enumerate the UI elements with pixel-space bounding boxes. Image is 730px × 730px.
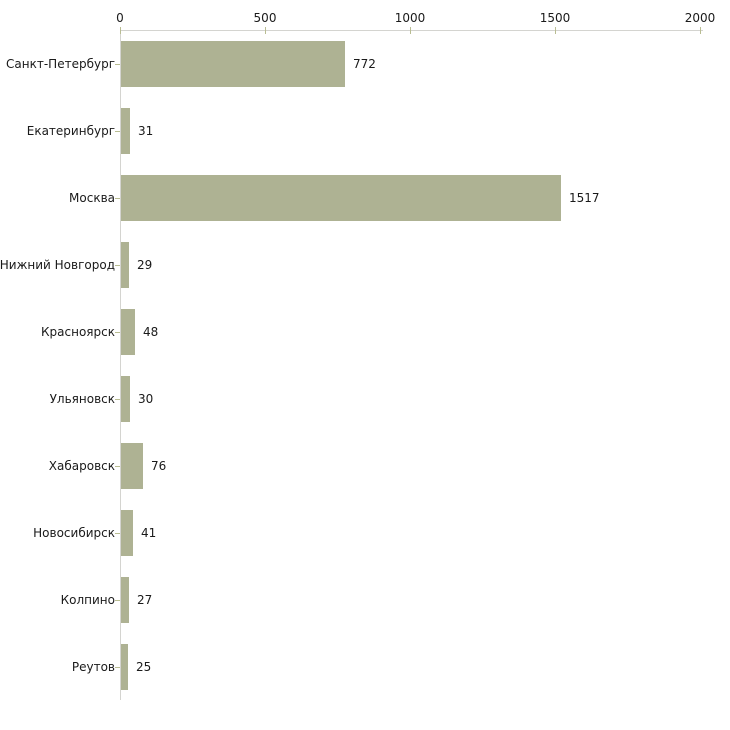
category-tick bbox=[115, 331, 120, 333]
bar bbox=[121, 174, 561, 221]
category-label: Хабаровск bbox=[48, 458, 115, 473]
bar bbox=[121, 107, 130, 154]
value-label: 25 bbox=[136, 659, 152, 674]
category-tick bbox=[115, 130, 120, 132]
x-axis-tick-label: 500 bbox=[253, 11, 277, 25]
bar bbox=[121, 643, 128, 690]
x-axis-tick-label: 1500 bbox=[539, 11, 571, 25]
category-label: Нижний Новгород bbox=[0, 257, 115, 272]
x-axis-tick-label: 2000 bbox=[684, 11, 716, 25]
category-label: Красноярск bbox=[41, 324, 115, 339]
bar bbox=[121, 241, 129, 288]
category-label: Реутов bbox=[71, 659, 115, 674]
value-label: 41 bbox=[141, 525, 157, 540]
category-tick bbox=[115, 264, 120, 266]
x-axis-tick bbox=[265, 27, 266, 34]
bar bbox=[121, 40, 345, 87]
category-label: Колпино bbox=[60, 592, 115, 607]
value-label: 30 bbox=[138, 391, 154, 406]
x-axis-tick-label: 0 bbox=[116, 11, 124, 25]
bar bbox=[121, 509, 133, 556]
value-label: 772 bbox=[353, 56, 376, 71]
category-tick bbox=[115, 666, 120, 668]
category-tick bbox=[115, 197, 120, 199]
category-label: Ульяновск bbox=[49, 391, 115, 406]
x-axis-tick bbox=[555, 27, 556, 34]
bar bbox=[121, 308, 135, 355]
x-axis-tick bbox=[700, 27, 701, 34]
value-label: 27 bbox=[137, 592, 153, 607]
value-label: 29 bbox=[137, 257, 153, 272]
bar bbox=[121, 442, 143, 489]
value-label: 31 bbox=[138, 123, 154, 138]
bar bbox=[121, 576, 129, 623]
category-label: Екатеринбург bbox=[26, 123, 115, 138]
category-label: Санкт-Петербург bbox=[6, 56, 115, 71]
category-tick bbox=[115, 465, 120, 467]
category-label: Москва bbox=[69, 190, 115, 205]
value-label: 1517 bbox=[569, 190, 600, 205]
x-axis-tick bbox=[120, 27, 121, 34]
y-axis-line bbox=[120, 30, 121, 700]
value-label: 48 bbox=[143, 324, 159, 339]
value-label: 76 bbox=[151, 458, 167, 473]
bar bbox=[121, 375, 130, 422]
category-tick bbox=[115, 532, 120, 534]
x-axis-tick bbox=[410, 27, 411, 34]
category-tick bbox=[115, 63, 120, 65]
x-axis-line bbox=[120, 30, 703, 31]
category-tick bbox=[115, 599, 120, 601]
category-tick bbox=[115, 398, 120, 400]
x-axis-tick-label: 1000 bbox=[394, 11, 426, 25]
category-label: Новосибирск bbox=[33, 525, 115, 540]
